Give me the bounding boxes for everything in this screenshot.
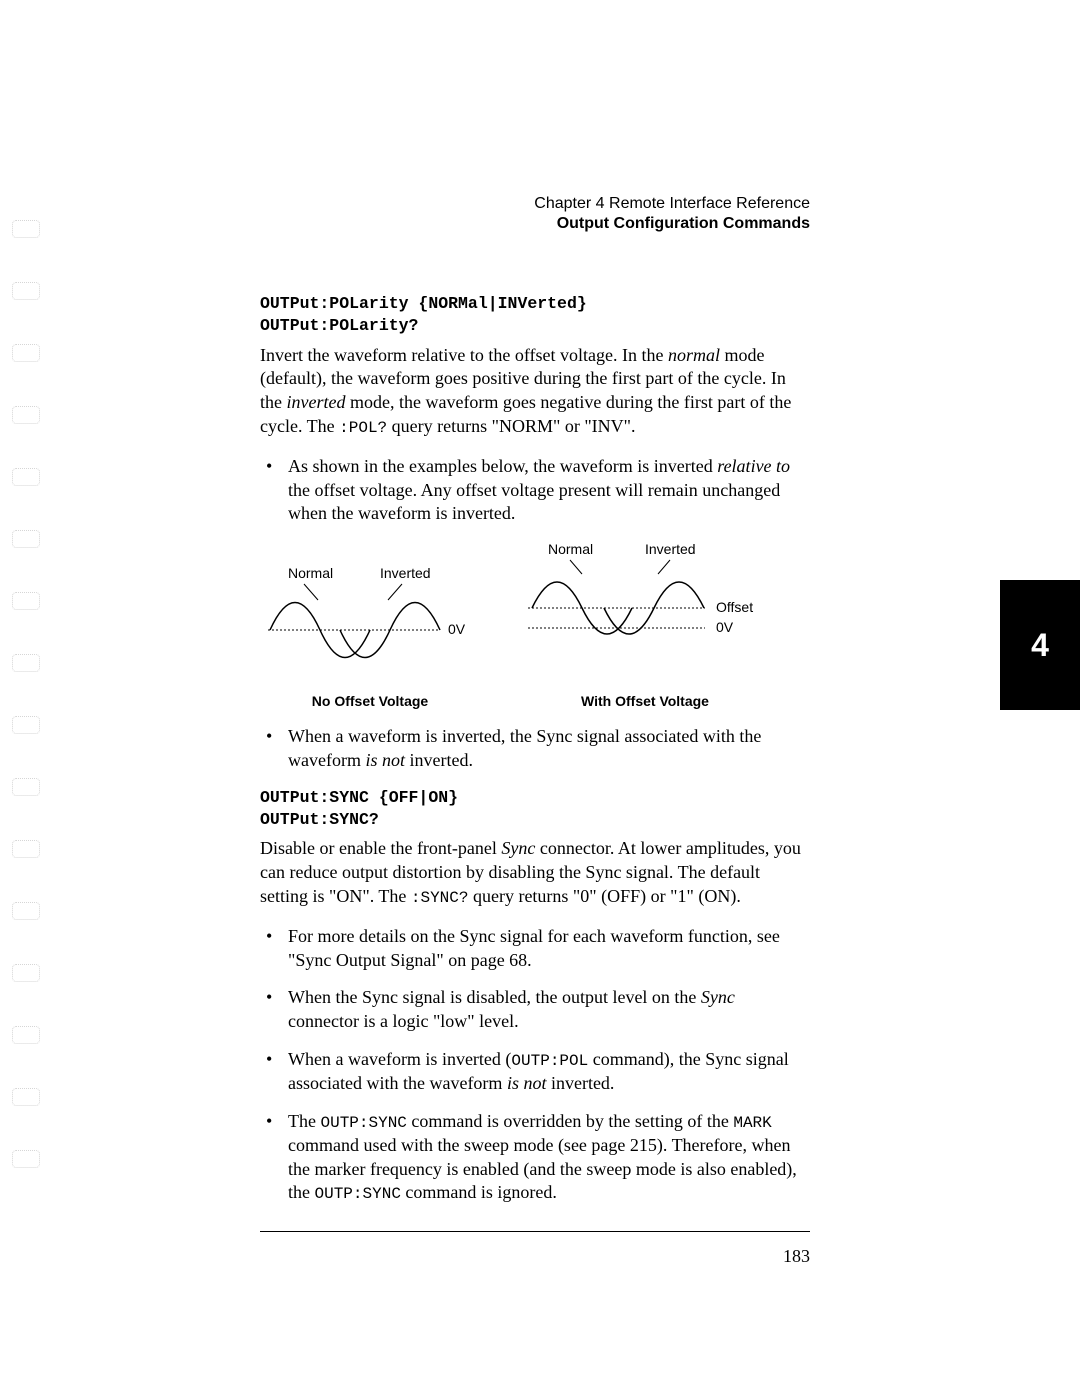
chapter-tab-number: 4 <box>1031 627 1049 664</box>
svg-text:Offset: Offset <box>716 599 753 615</box>
diagram-caption: No Offset Voltage <box>260 693 480 709</box>
svg-text:Inverted: Inverted <box>645 541 696 557</box>
list-item: For more details on the Sync signal for … <box>260 925 810 973</box>
svg-text:0V: 0V <box>448 621 466 637</box>
svg-text:Inverted: Inverted <box>380 565 431 581</box>
waveform-no-offset-svg: Normal Inverted 0V <box>260 560 480 680</box>
waveform-with-offset-svg: Normal Inverted Offset 0V <box>520 540 770 680</box>
page-number: 183 <box>260 1246 810 1267</box>
diagram-caption: With Offset Voltage <box>520 693 770 709</box>
list-item: When a waveform is inverted (OUTP:POL co… <box>260 1048 810 1096</box>
command-sync: OUTPut:SYNC {OFF|ON} OUTPut:SYNC? <box>260 787 810 832</box>
chapter-tab: 4 <box>1000 580 1080 710</box>
paragraph: Invert the waveform relative to the offs… <box>260 344 810 439</box>
paragraph: Disable or enable the front-panel Sync c… <box>260 837 810 909</box>
svg-text:Normal: Normal <box>288 565 333 581</box>
list-item: The OUTP:SYNC command is overridden by t… <box>260 1110 810 1206</box>
footer-rule <box>260 1231 810 1232</box>
command-line: OUTPut:POLarity? <box>260 315 810 337</box>
command-line: OUTPut:SYNC {OFF|ON} <box>260 787 810 809</box>
page-header: Chapter 4 Remote Interface Reference Out… <box>505 195 810 233</box>
command-polarity: OUTPut:POLarity {NORMal|INVerted} OUTPut… <box>260 293 810 338</box>
waveform-diagrams: Normal Inverted 0V No Offset Voltage Nor… <box>260 540 810 709</box>
command-line: OUTPut:SYNC? <box>260 809 810 831</box>
list-item: When a waveform is inverted, the Sync si… <box>260 725 810 773</box>
svg-text:0V: 0V <box>716 619 734 635</box>
svg-text:Normal: Normal <box>548 541 593 557</box>
spiral-binding <box>12 220 40 1212</box>
diagram-no-offset: Normal Inverted 0V No Offset Voltage <box>260 560 480 709</box>
diagram-with-offset: Normal Inverted Offset 0V With Offset Vo… <box>520 540 770 709</box>
page-content: Chapter 4 Remote Interface Reference Out… <box>260 195 810 1267</box>
chapter-line: Chapter 4 Remote Interface Reference <box>505 195 810 213</box>
list-item: When the Sync signal is disabled, the ou… <box>260 986 810 1034</box>
list-item: As shown in the examples below, the wave… <box>260 455 810 526</box>
section-title: Output Configuration Commands <box>505 215 810 233</box>
command-line: OUTPut:POLarity {NORMal|INVerted} <box>260 293 810 315</box>
